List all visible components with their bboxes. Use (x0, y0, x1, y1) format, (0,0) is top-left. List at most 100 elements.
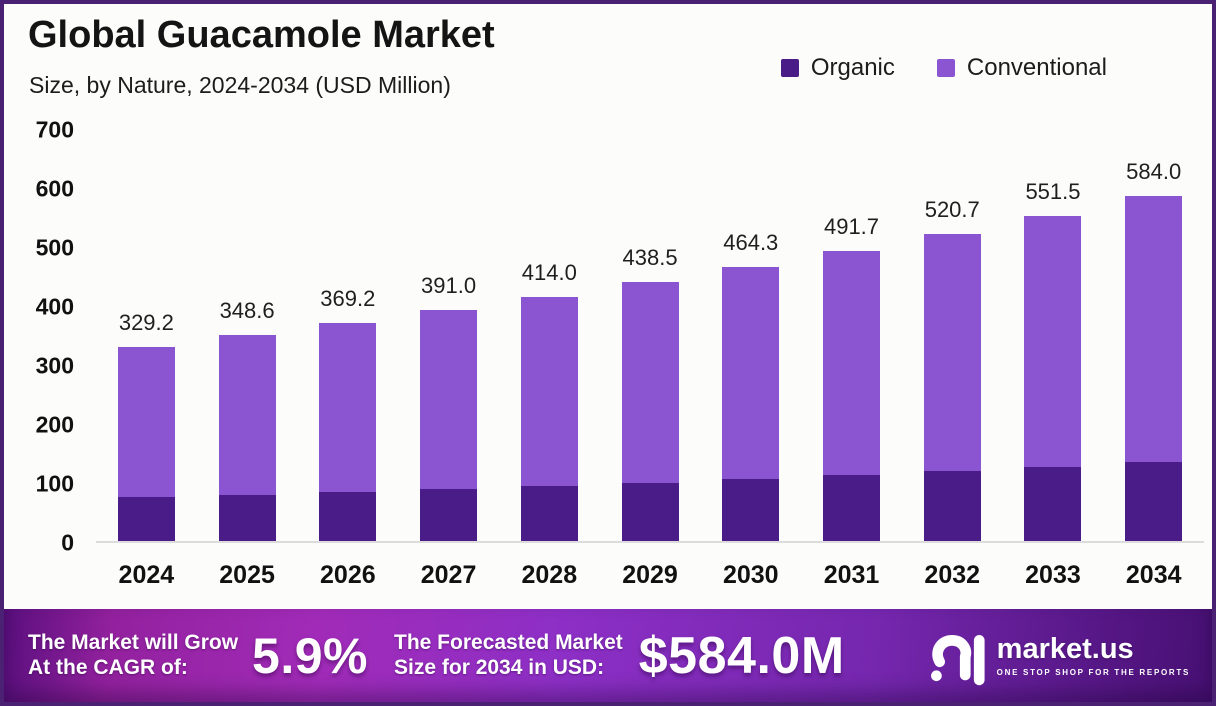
bar-group-2028: 414.0 (499, 130, 600, 541)
legend: Organic Conventional (780, 54, 1107, 82)
bar-value-label-2034: 584.0 (1126, 159, 1182, 185)
organic-segment-2032 (923, 471, 981, 541)
x-label-2032: 2032 (924, 561, 981, 589)
x-label-2026: 2026 (320, 561, 376, 589)
stacked-bar-2029 (621, 282, 679, 541)
stacked-bar-2028 (520, 296, 578, 541)
bar-value-label-2032: 520.7 (924, 196, 980, 222)
organic-segment-2034 (1125, 462, 1183, 541)
organic-segment-2024 (117, 497, 175, 541)
x-axis: 2024 2025 2026 2027 2028 2029 2030 2031 2032 2033… (96, 561, 1204, 591)
stacked-bar-2025 (218, 335, 276, 541)
brand-text: market.us ONE STOP SHOP FOR THE REPORTS (996, 632, 1190, 677)
bar-value-label-2026: 369.2 (320, 286, 376, 312)
y-tick-100: 100 (35, 470, 74, 497)
cagr-value: 5.9% (252, 627, 369, 684)
organic-swatch-icon (780, 59, 799, 77)
conventional-segment-2029 (621, 282, 679, 483)
conventional-segment-2033 (1024, 215, 1082, 467)
bar-value-label-2027: 391.0 (421, 273, 477, 299)
bar-group-2027: 391.0 (398, 130, 499, 541)
conventional-segment-2027 (420, 310, 478, 490)
organic-segment-2025 (218, 494, 276, 541)
conventional-segment-2031 (823, 250, 880, 476)
conventional-swatch-icon (936, 59, 955, 77)
page-subtitle: Size, by Nature, 2024-2034 (USD Million) (29, 72, 451, 98)
x-label-2030: 2030 (722, 561, 779, 589)
bar-group-2025: 348.6 (197, 130, 298, 541)
cagr-label-line2: At the CAGR of: (28, 655, 188, 679)
y-tick-500: 500 (35, 234, 74, 261)
footer-banner: The Market will Grow At the CAGR of: 5.9… (4, 609, 1212, 702)
bar-value-label-2024: 329.2 (118, 309, 174, 335)
conventional-segment-2024 (117, 346, 175, 498)
organic-segment-2026 (319, 492, 377, 541)
legend-item-conventional: Conventional (936, 54, 1107, 82)
bar-value-label-2028: 414.0 (521, 259, 577, 285)
bar-group-2033: 551.5 (1003, 130, 1104, 541)
x-label-2029: 2029 (622, 561, 678, 589)
y-axis: 700 600 500 400 300 200 100 0 (14, 117, 74, 556)
cagr-label: The Market will Grow At the CAGR of: (28, 631, 238, 681)
bar-group-2031: 491.7 (801, 130, 902, 541)
conventional-segment-2030 (722, 267, 780, 480)
bar-value-label-2031: 491.7 (823, 213, 880, 239)
legend-item-organic: Organic (780, 54, 895, 82)
stacked-bar-2030 (722, 267, 780, 541)
market-us-logo-icon (930, 634, 985, 685)
x-label-2028: 2028 (521, 561, 578, 589)
bar-group-2024: 329.2 (96, 130, 197, 541)
organic-segment-2029 (621, 482, 679, 541)
y-tick-200: 200 (35, 411, 74, 438)
bar-value-label-2029: 438.5 (622, 245, 678, 271)
x-label-2024: 2024 (118, 561, 175, 589)
bar-group-2032: 520.7 (902, 130, 1003, 541)
conventional-segment-2032 (923, 233, 981, 472)
stacked-bar-2034 (1125, 196, 1183, 541)
bar-value-label-2030: 464.3 (723, 230, 779, 256)
organic-segment-2027 (420, 489, 478, 541)
conventional-segment-2025 (218, 335, 276, 495)
forecast-label-line1: The Forecasted Market (394, 630, 623, 654)
forecast-value: $584.0M (638, 626, 845, 685)
stacked-bar-2031 (823, 250, 880, 541)
legend-label-organic: Organic (810, 54, 895, 81)
stacked-bar-2024 (117, 346, 175, 541)
brand-name: market.us (996, 632, 1134, 665)
conventional-segment-2028 (520, 296, 578, 486)
x-label-2031: 2031 (823, 561, 880, 589)
stacked-bar-2027 (420, 310, 478, 541)
conventional-segment-2026 (319, 323, 377, 493)
x-label-2027: 2027 (420, 561, 477, 589)
plot-area: 329.2 348.6 369.2 391.0 414.0 438.5 464.3 491.7… (96, 130, 1204, 543)
organic-segment-2030 (722, 479, 780, 541)
x-label-2033: 2033 (1025, 561, 1081, 589)
y-tick-600: 600 (35, 175, 74, 202)
forecast-label: The Forecasted Market Size for 2034 in U… (394, 631, 623, 681)
y-tick-400: 400 (35, 293, 74, 320)
organic-segment-2028 (520, 485, 578, 541)
brand-tagline: ONE STOP SHOP FOR THE REPORTS (996, 667, 1190, 677)
y-tick-700: 700 (35, 116, 74, 143)
x-label-2034: 2034 (1125, 561, 1182, 589)
cagr-label-line1: The Market will Grow (28, 630, 239, 654)
brand-logo: market.us ONE STOP SHOP FOR THE REPORTS (929, 626, 1194, 686)
x-label-2025: 2025 (219, 561, 275, 589)
forecast-label-line2: Size for 2034 in USD: (394, 655, 605, 679)
y-tick-0: 0 (61, 529, 74, 556)
stacked-bar-2032 (923, 233, 981, 541)
page-title: Global Guacamole Market (28, 14, 495, 56)
bar-group-2026: 369.2 (297, 130, 398, 541)
bar-group-2034: 584.0 (1103, 130, 1204, 541)
conventional-segment-2034 (1125, 196, 1183, 463)
bar-group-2030: 464.3 (700, 130, 801, 541)
bar-value-label-2025: 348.6 (219, 298, 275, 324)
bar-group-2029: 438.5 (600, 130, 701, 541)
organic-segment-2033 (1024, 466, 1082, 541)
y-tick-300: 300 (35, 352, 74, 379)
organic-segment-2031 (823, 475, 880, 541)
stacked-bar-2026 (319, 323, 377, 541)
bar-value-label-2033: 551.5 (1025, 178, 1081, 204)
legend-label-conventional: Conventional (966, 54, 1107, 81)
